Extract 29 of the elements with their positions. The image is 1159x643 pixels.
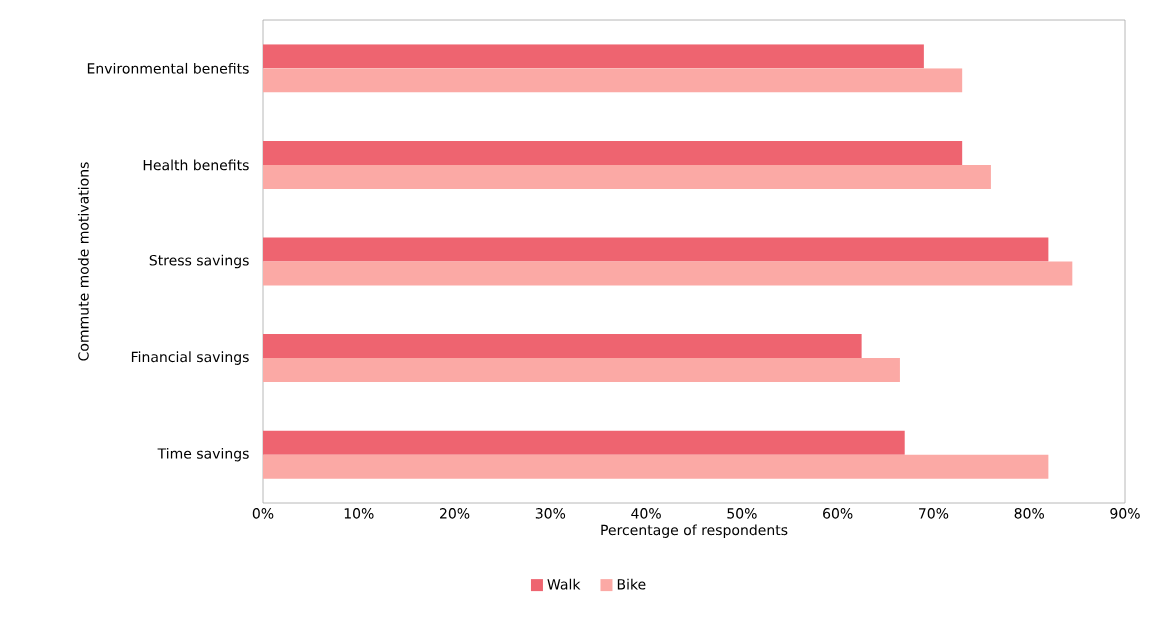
y-tick-label: Health benefits	[143, 159, 249, 171]
x-tick-label: 70%	[919, 508, 949, 519]
bar	[263, 430, 905, 455]
x-axis-title: Percentage of respondents	[601, 524, 788, 538]
bar	[263, 164, 991, 189]
y-tick-label: Financial savings	[131, 351, 249, 365]
x-tick-label: 40%	[631, 508, 661, 519]
x-tick-label: 0%	[252, 508, 274, 519]
legend-label: Bike	[617, 578, 646, 590]
bar	[263, 334, 862, 359]
bar	[263, 44, 924, 69]
bar	[263, 140, 963, 165]
bar	[263, 261, 1073, 286]
x-tick-label: 60%	[823, 508, 853, 519]
y-tick-label: Environmental benefits	[87, 62, 249, 74]
y-tick-label: Stress savings	[149, 254, 249, 269]
y-tick-label: Time savings	[157, 447, 249, 462]
bar	[263, 358, 900, 383]
bar	[263, 68, 963, 93]
x-tick-label: 30%	[535, 508, 566, 519]
x-tick-label: 80%	[1014, 508, 1044, 519]
bar	[263, 454, 1049, 479]
x-tick-label: 10%	[344, 508, 374, 519]
legend-label: Walk	[547, 578, 581, 590]
x-tick-label: 50%	[727, 508, 757, 519]
x-tick-label: 90%	[1110, 508, 1140, 519]
x-tick-label: 20%	[440, 508, 470, 519]
y-axis-title: Commute mode motivations	[77, 162, 89, 361]
bar	[263, 237, 1049, 262]
